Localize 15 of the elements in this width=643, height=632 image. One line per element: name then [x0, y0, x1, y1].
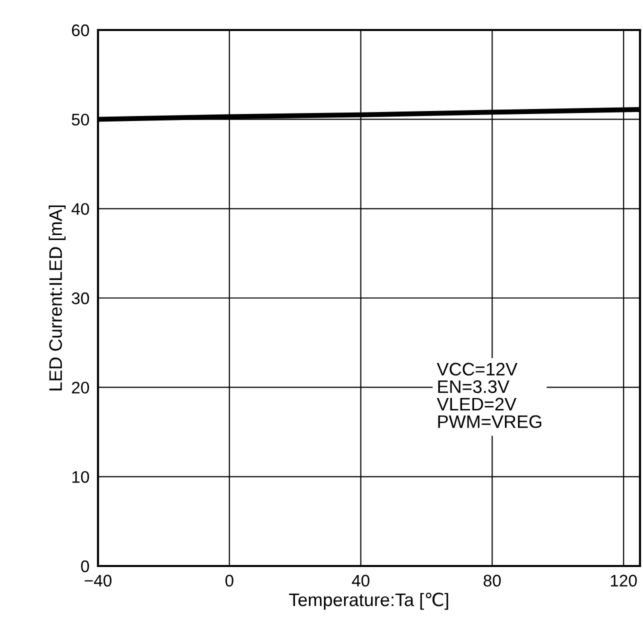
annotation: VCC=12V EN=3.3V VLED=2V PWM=VREG — [436, 362, 542, 428]
x-tick-label: −40 — [84, 574, 112, 587]
x-axis-title: Temperature:Ta [℃] — [289, 592, 448, 610]
y-tick-label: 50 — [72, 114, 90, 126]
y-axis-title: LED Current:ILED [mA] — [48, 205, 66, 390]
y-tick-label: 0 — [81, 560, 90, 572]
y-tick-label: 30 — [72, 292, 90, 304]
x-tick-label: 120 — [610, 574, 637, 587]
x-tick-label: 0 — [225, 574, 234, 587]
x-tick-label: 40 — [352, 574, 370, 587]
y-tick-label: 20 — [72, 382, 90, 394]
x-tick-label: 80 — [484, 574, 501, 587]
y-tick-label: 10 — [72, 471, 90, 483]
y-tick-label: 60 — [72, 24, 90, 36]
y-tick-label: 40 — [72, 203, 90, 215]
